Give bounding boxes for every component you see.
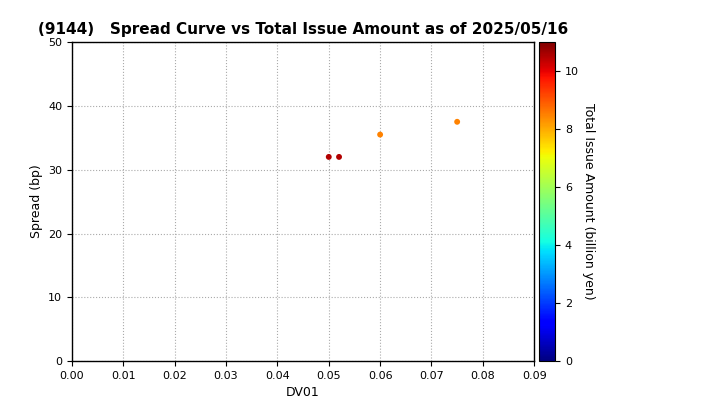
Point [323, 154, 335, 160]
Title: (9144)   Spread Curve vs Total Issue Amount as of 2025/05/16: (9144) Spread Curve vs Total Issue Amoun… [38, 22, 568, 37]
Point [451, 118, 463, 125]
Y-axis label: Total Issue Amount (billion yen): Total Issue Amount (billion yen) [582, 103, 595, 300]
Point [374, 131, 386, 138]
Y-axis label: Spread (bp): Spread (bp) [30, 165, 42, 239]
Point [333, 154, 345, 160]
X-axis label: DV01: DV01 [287, 386, 320, 399]
